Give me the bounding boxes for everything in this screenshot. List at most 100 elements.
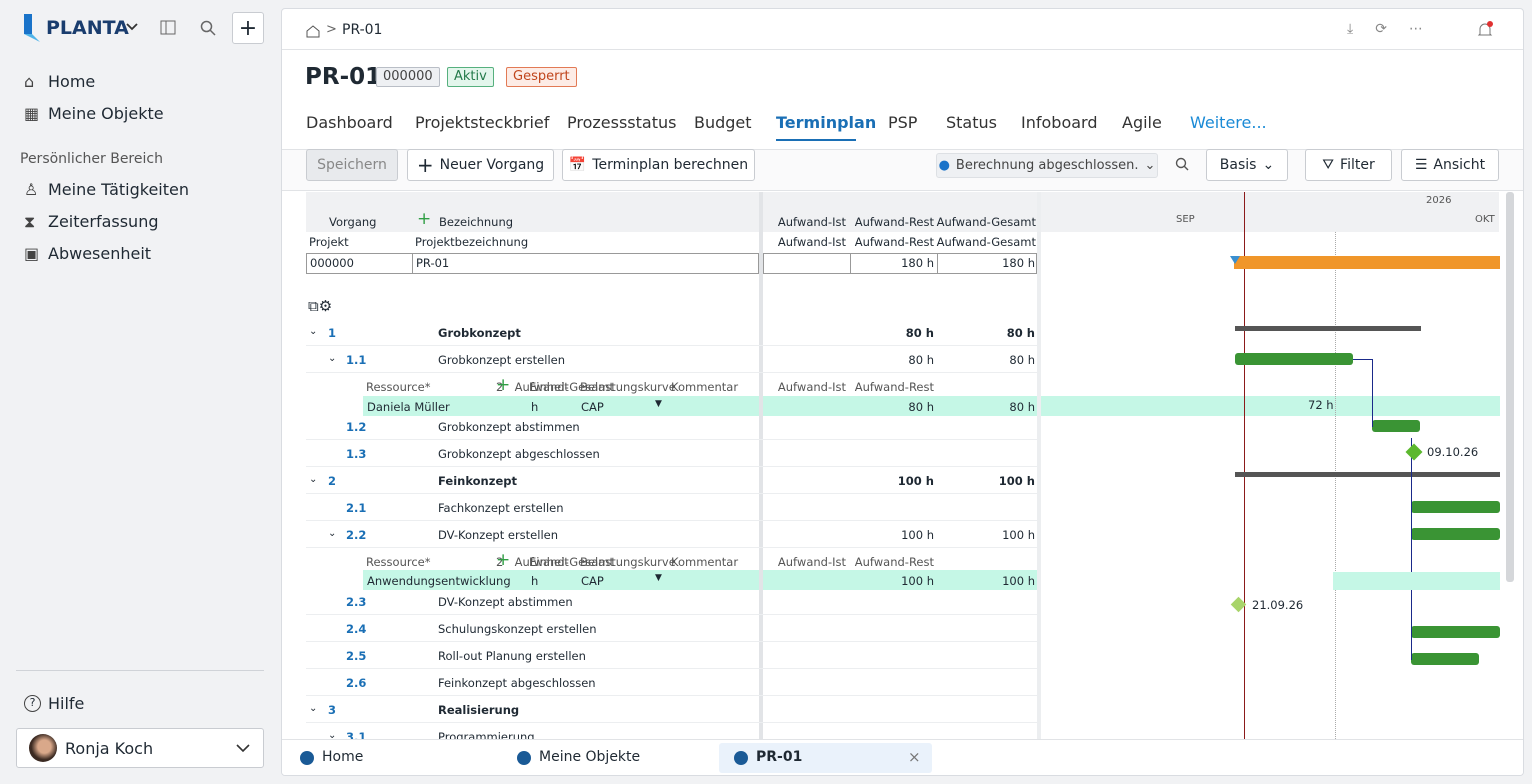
- tab[interactable]: Agile: [1122, 113, 1162, 132]
- tab[interactable]: Infoboard: [1021, 113, 1098, 132]
- logo: [24, 14, 40, 42]
- expand-toggle[interactable]: ⌄: [328, 353, 337, 364]
- help[interactable]: Hilfe: [48, 694, 85, 713]
- scrollbar[interactable]: [1506, 192, 1514, 582]
- splitter[interactable]: [759, 192, 763, 739]
- sidebar-toggle[interactable]: [160, 20, 176, 35]
- tab[interactable]: Budget: [694, 113, 752, 132]
- add-icon[interactable]: +: [496, 550, 511, 570]
- notifications[interactable]: [1477, 21, 1493, 39]
- task-bar: [1411, 501, 1500, 513]
- splitter[interactable]: [1037, 192, 1041, 739]
- curve-dropdown[interactable]: ▼: [655, 573, 662, 583]
- resource-header: Einheit: [529, 380, 569, 394]
- column-header: Aufwand-Ist: [777, 235, 846, 249]
- project-start: [1230, 256, 1240, 264]
- curve-dropdown[interactable]: ▼: [655, 399, 662, 409]
- filter-button[interactable]: ⛛ Filter: [1305, 149, 1392, 181]
- tab[interactable]: Prozessstatus: [567, 113, 677, 132]
- nav-item[interactable]: Meine Objekte: [48, 104, 164, 123]
- user-menu[interactable]: [16, 728, 264, 768]
- resource-row: [763, 570, 1037, 590]
- search[interactable]: [200, 20, 216, 36]
- add-icon[interactable]: +: [417, 209, 432, 229]
- add-icon[interactable]: +: [496, 375, 511, 395]
- close-tab[interactable]: ×: [908, 748, 921, 766]
- nav-item[interactable]: Meine Tätigkeiten: [48, 180, 189, 199]
- grid-search[interactable]: [1175, 157, 1189, 171]
- resource-header: Belastungskurve: [580, 380, 676, 394]
- help-icon: ?: [24, 695, 41, 712]
- resource-header: Aufwand-Ist: [777, 380, 846, 394]
- task-name: DV-Konzept erstellen: [438, 528, 558, 542]
- calculate-button[interactable]: 📅 Terminplan berechnen: [562, 149, 755, 181]
- resource-header: Kommentar: [671, 555, 739, 569]
- tab-icon: [300, 751, 314, 765]
- expand-toggle[interactable]: ⌄: [309, 703, 318, 714]
- bottom-tab[interactable]: Home: [322, 749, 364, 765]
- basis-dropdown[interactable]: Basis ⌄: [1206, 149, 1288, 181]
- resource-header: Einheit: [529, 555, 569, 569]
- task-rest: 100 h: [901, 528, 934, 542]
- divider: [282, 49, 1523, 50]
- resource-row: [363, 396, 759, 416]
- gantt-label: 72 h: [1308, 398, 1334, 412]
- header-icons[interactable]: ⤓⟳⋯: [1347, 21, 1445, 37]
- user-chevron: [236, 744, 250, 753]
- add-button[interactable]: +: [232, 12, 264, 44]
- project-name: PR-01: [416, 256, 450, 270]
- tab-more[interactable]: Weitere...: [1190, 113, 1267, 132]
- task-rest: 80 h: [905, 326, 934, 340]
- project-id: 000000: [310, 256, 354, 270]
- row-line: [306, 614, 1037, 615]
- cell-sep: [850, 253, 851, 274]
- new-task-button[interactable]: + Neuer Vorgang: [407, 149, 554, 181]
- tab[interactable]: Status: [946, 113, 997, 132]
- resource-rest: 80 h: [908, 400, 934, 414]
- row-line: [306, 345, 1037, 346]
- main-panel: > PR-01 ⤓⟳⋯ PR-01 000000 Aktiv Gesperrt …: [281, 8, 1524, 776]
- task-bar: [1235, 353, 1353, 365]
- expand-toggle[interactable]: ⌄: [309, 474, 318, 485]
- section-title[interactable]: Persönlicher Bereich: [20, 151, 163, 167]
- status-dropdown[interactable]: ● Berechnung abgeschlossen. ⌄: [936, 153, 1158, 178]
- column-header: Aufwand-Gesamt: [936, 235, 1036, 249]
- task-id: 2.6: [346, 676, 367, 690]
- save-button[interactable]: Speichern: [306, 149, 398, 181]
- divider: [16, 670, 264, 671]
- nav-icon: ▣: [24, 244, 40, 263]
- expand-toggle[interactable]: ⌄: [309, 326, 318, 337]
- nav-item[interactable]: Zeiterfassung: [48, 212, 159, 231]
- home-icon[interactable]: [306, 24, 320, 38]
- brand-menu[interactable]: [126, 23, 138, 31]
- resource-name: Daniela Müller: [367, 400, 450, 414]
- resource-curve: CAP: [581, 574, 604, 588]
- badge: Gesperrt: [506, 67, 577, 87]
- dependency: [1353, 359, 1373, 427]
- cell-sep: [937, 253, 938, 274]
- expand-toggle[interactable]: ⌄: [328, 528, 337, 539]
- nav-item[interactable]: Home: [48, 72, 96, 91]
- milestone: [1405, 443, 1423, 461]
- column-header: Vorgang: [329, 215, 377, 229]
- tab[interactable]: Terminplan: [776, 113, 877, 132]
- task-name: Realisierung: [438, 703, 520, 717]
- resource-band: [1041, 396, 1500, 416]
- view-button[interactable]: ☰ Ansicht: [1401, 149, 1499, 181]
- task-total: 100 h: [1002, 528, 1035, 542]
- bottom-tab[interactable]: PR-01: [756, 749, 803, 765]
- tab[interactable]: PSP: [888, 113, 918, 132]
- tab-indicator: [776, 139, 856, 141]
- nav-item[interactable]: Abwesenheit: [48, 244, 152, 263]
- tab[interactable]: Projektsteckbrief: [415, 113, 550, 132]
- bottom-tab[interactable]: Meine Objekte: [539, 749, 641, 765]
- chevron: ⌄: [1144, 158, 1156, 173]
- task-name: Fachkonzept erstellen: [438, 501, 564, 515]
- expand-toggle[interactable]: ⌄: [328, 730, 337, 741]
- resource-row: [763, 396, 1037, 416]
- task-total: 80 h: [1006, 326, 1035, 340]
- gantt-label: 21.09.26: [1252, 598, 1304, 612]
- tab[interactable]: Dashboard: [306, 113, 393, 132]
- gantt-label: 09.10.26: [1427, 445, 1479, 459]
- grid-tools[interactable]: ⧉⚙: [308, 297, 333, 315]
